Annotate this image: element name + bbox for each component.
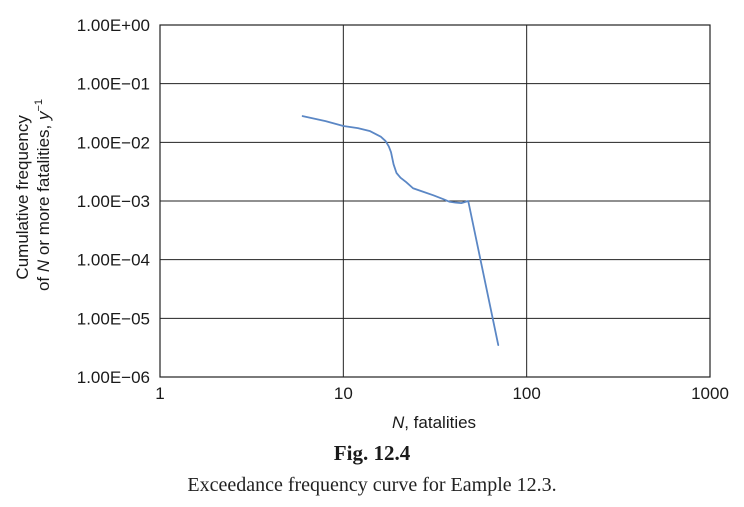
x-tick-label-0: 1 [155, 384, 164, 403]
series-line-0 [301, 115, 500, 346]
x-axis-label: N, fatalities [392, 413, 476, 432]
y-tick-labels: 1.00E+00 1.00E−01 1.00E−02 1.00E−03 1.00E−04… [77, 16, 150, 387]
y-tick-label-5: 1.00E−05 [77, 309, 150, 328]
y-tick-label-3: 1.00E−03 [77, 192, 150, 211]
y-gridlines [160, 24, 710, 378]
chart-svg: 1 10 100 1000 1.00E+001.00E−011.00E−021.00E… [13, 16, 729, 432]
plot-area [159, 24, 711, 378]
x-tick-labels: 1 10 100 1000 [155, 384, 729, 403]
series-layer [301, 115, 500, 346]
x-tick-label-1: 10 [334, 384, 353, 403]
x-tick-label-3: 1000 [691, 384, 729, 403]
y-tick-label-2: 1.00E−02 [77, 133, 150, 152]
x-tick-label-2: 100 [512, 384, 540, 403]
y-tick-label-4: 1.00E−04 [77, 251, 150, 270]
figure-caption: Exceedance frequency curve for Eample 12… [187, 474, 557, 496]
y-tick-label-1: 1.00E−01 [77, 75, 150, 94]
y-tick-label-6: 1.00E−06 [77, 368, 150, 387]
y-axis-label: Cumulative frequency of N or more fatali… [13, 99, 53, 291]
chart-figure: 1 10 100 1000 1.00E+00 1.00E−01 1.00E−02 1.00E… [13, 16, 729, 432]
y-tick-label-0: 1.00E+00 [77, 16, 150, 35]
figure-label: Fig. 12.4 [333, 441, 411, 465]
